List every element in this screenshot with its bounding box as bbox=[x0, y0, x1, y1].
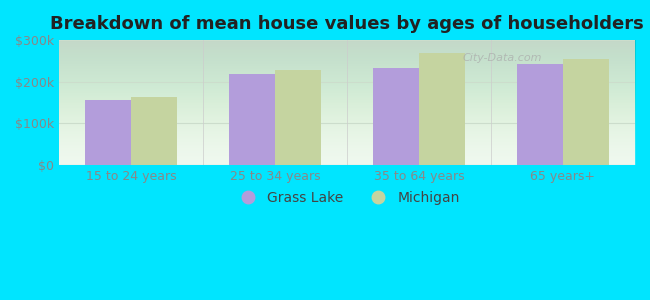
Bar bbox=[517, 64, 563, 165]
Bar bbox=[229, 74, 275, 165]
Bar bbox=[563, 59, 609, 165]
Bar bbox=[131, 97, 177, 165]
Bar bbox=[275, 70, 321, 165]
Bar bbox=[373, 68, 419, 165]
Title: Breakdown of mean house values by ages of householders: Breakdown of mean house values by ages o… bbox=[50, 15, 644, 33]
Bar bbox=[85, 100, 131, 165]
Bar bbox=[419, 53, 465, 165]
Text: City-Data.com: City-Data.com bbox=[462, 52, 541, 63]
Legend: Grass Lake, Michigan: Grass Lake, Michigan bbox=[228, 185, 465, 210]
